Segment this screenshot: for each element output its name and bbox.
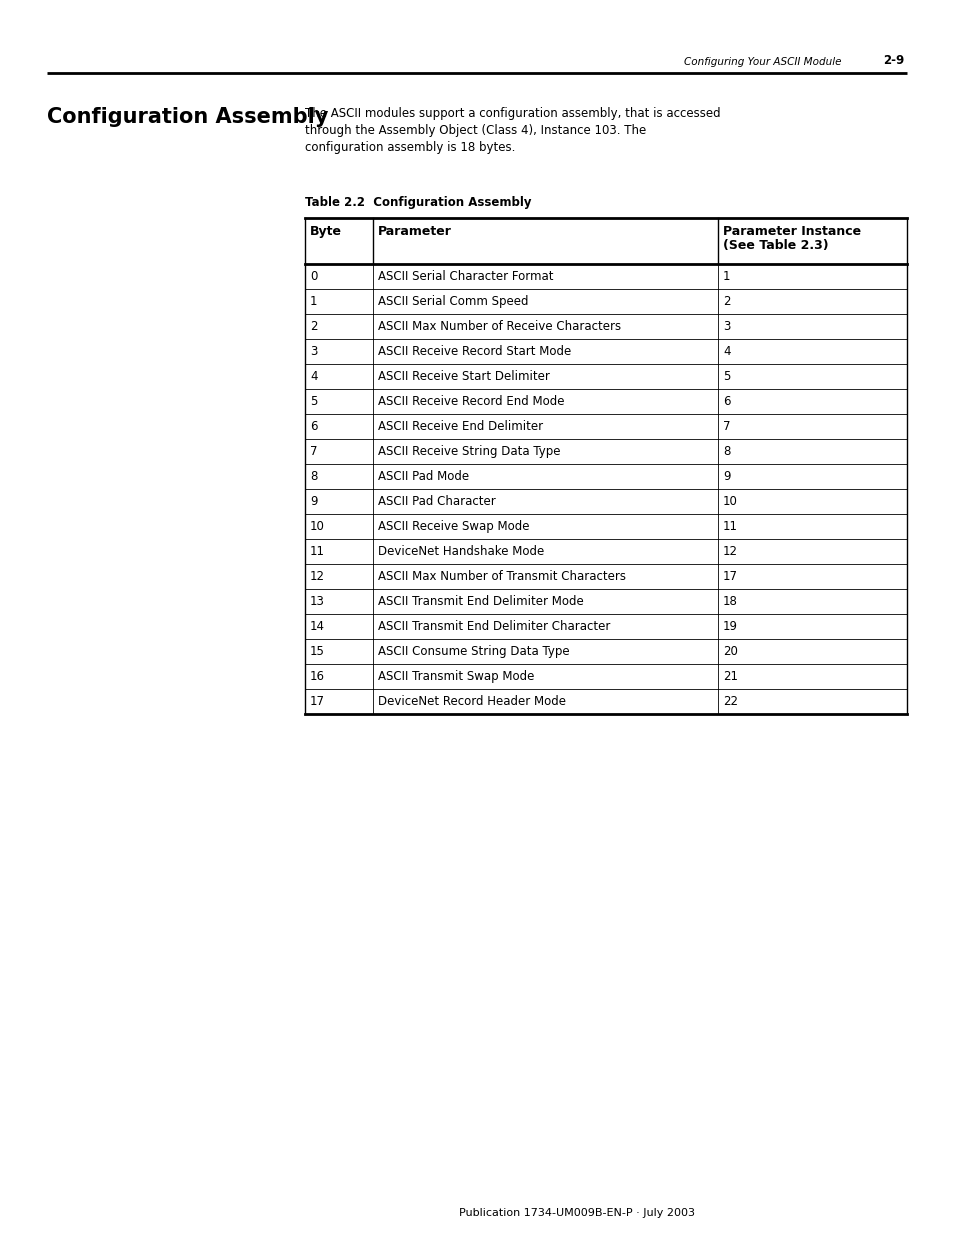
Text: 22: 22 xyxy=(722,695,738,708)
Text: ASCII Receive End Delimiter: ASCII Receive End Delimiter xyxy=(377,420,542,433)
Text: ASCII Transmit End Delimiter Mode: ASCII Transmit End Delimiter Mode xyxy=(377,595,583,608)
Text: 20: 20 xyxy=(722,645,737,658)
Text: configuration assembly is 18 bytes.: configuration assembly is 18 bytes. xyxy=(305,141,515,154)
Text: Configuring Your ASCII Module: Configuring Your ASCII Module xyxy=(684,57,841,67)
Text: ASCII Receive String Data Type: ASCII Receive String Data Type xyxy=(377,445,560,458)
Text: 10: 10 xyxy=(722,495,737,508)
Text: DeviceNet Handshake Mode: DeviceNet Handshake Mode xyxy=(377,545,543,558)
Text: 5: 5 xyxy=(722,370,730,383)
Text: Parameter Instance: Parameter Instance xyxy=(722,225,861,238)
Text: ASCII Receive Start Delimiter: ASCII Receive Start Delimiter xyxy=(377,370,549,383)
Text: 16: 16 xyxy=(310,671,325,683)
Text: 18: 18 xyxy=(722,595,737,608)
Text: (See Table 2.3): (See Table 2.3) xyxy=(722,240,828,252)
Text: The ASCII modules support a configuration assembly, that is accessed: The ASCII modules support a configuratio… xyxy=(305,107,720,120)
Text: 3: 3 xyxy=(310,345,317,358)
Text: 0: 0 xyxy=(310,270,317,283)
Text: 3: 3 xyxy=(722,320,730,333)
Text: ASCII Pad Character: ASCII Pad Character xyxy=(377,495,496,508)
Text: 17: 17 xyxy=(722,571,738,583)
Text: 7: 7 xyxy=(310,445,317,458)
Text: ASCII Serial Character Format: ASCII Serial Character Format xyxy=(377,270,553,283)
Text: 21: 21 xyxy=(722,671,738,683)
Text: ASCII Consume String Data Type: ASCII Consume String Data Type xyxy=(377,645,569,658)
Text: Configuration Assembly: Configuration Assembly xyxy=(47,107,328,127)
Text: 2: 2 xyxy=(722,295,730,308)
Text: ASCII Transmit Swap Mode: ASCII Transmit Swap Mode xyxy=(377,671,534,683)
Text: 5: 5 xyxy=(310,395,317,408)
Text: 13: 13 xyxy=(310,595,325,608)
Text: ASCII Max Number of Transmit Characters: ASCII Max Number of Transmit Characters xyxy=(377,571,625,583)
Text: 12: 12 xyxy=(310,571,325,583)
Text: 11: 11 xyxy=(310,545,325,558)
Text: 9: 9 xyxy=(722,471,730,483)
Text: ASCII Transmit End Delimiter Character: ASCII Transmit End Delimiter Character xyxy=(377,620,610,634)
Text: 1: 1 xyxy=(722,270,730,283)
Text: 4: 4 xyxy=(722,345,730,358)
Text: Publication 1734-UM009B-EN-P · July 2003: Publication 1734-UM009B-EN-P · July 2003 xyxy=(458,1208,695,1218)
Text: 14: 14 xyxy=(310,620,325,634)
Text: ASCII Serial Comm Speed: ASCII Serial Comm Speed xyxy=(377,295,528,308)
Text: 12: 12 xyxy=(722,545,738,558)
Text: ASCII Receive Record End Mode: ASCII Receive Record End Mode xyxy=(377,395,564,408)
Text: 6: 6 xyxy=(722,395,730,408)
Text: Byte: Byte xyxy=(310,225,341,238)
Text: 17: 17 xyxy=(310,695,325,708)
Text: 4: 4 xyxy=(310,370,317,383)
Text: ASCII Pad Mode: ASCII Pad Mode xyxy=(377,471,469,483)
Text: 1: 1 xyxy=(310,295,317,308)
Text: through the Assembly Object (Class 4), Instance 103. The: through the Assembly Object (Class 4), I… xyxy=(305,124,645,137)
Text: 2: 2 xyxy=(310,320,317,333)
Text: Table 2.2  Configuration Assembly: Table 2.2 Configuration Assembly xyxy=(305,196,531,209)
Text: 7: 7 xyxy=(722,420,730,433)
Text: 11: 11 xyxy=(722,520,738,534)
Text: 8: 8 xyxy=(722,445,730,458)
Text: Parameter: Parameter xyxy=(377,225,452,238)
Text: 10: 10 xyxy=(310,520,325,534)
Text: ASCII Max Number of Receive Characters: ASCII Max Number of Receive Characters xyxy=(377,320,620,333)
Text: DeviceNet Record Header Mode: DeviceNet Record Header Mode xyxy=(377,695,565,708)
Text: 2-9: 2-9 xyxy=(882,54,903,67)
Text: ASCII Receive Record Start Mode: ASCII Receive Record Start Mode xyxy=(377,345,571,358)
Text: 6: 6 xyxy=(310,420,317,433)
Text: ASCII Receive Swap Mode: ASCII Receive Swap Mode xyxy=(377,520,529,534)
Text: 15: 15 xyxy=(310,645,325,658)
Text: 19: 19 xyxy=(722,620,738,634)
Text: 8: 8 xyxy=(310,471,317,483)
Text: 9: 9 xyxy=(310,495,317,508)
